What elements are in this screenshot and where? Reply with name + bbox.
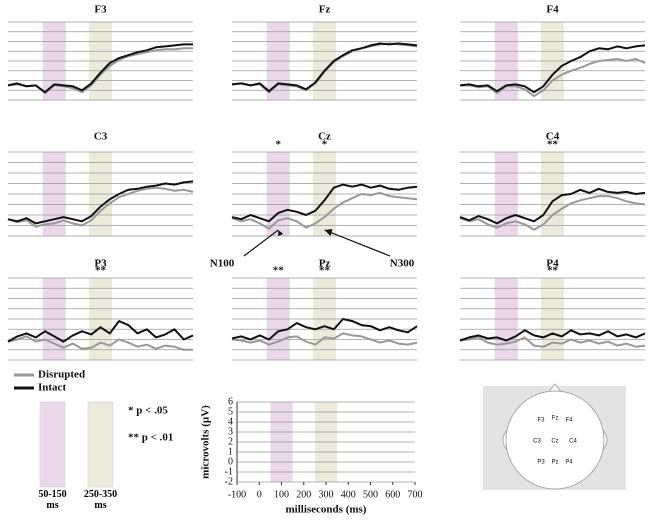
panel-title: P4 — [546, 258, 559, 270]
waveform — [7, 335, 193, 351]
x-tick-label: 0 — [257, 489, 262, 500]
y-tick-label: 0 — [228, 456, 233, 467]
x-tick-label: 300 — [319, 489, 334, 500]
window-legend-label-box: 50-150 ms — [38, 489, 67, 511]
window-legend-swatch — [87, 401, 114, 488]
waveform — [460, 58, 646, 98]
electrode-label: Pz — [551, 460, 558, 466]
legend-label: Intact — [38, 382, 66, 394]
electrode-label: F4 — [565, 418, 573, 424]
annotation-arrow — [243, 229, 279, 257]
waveform — [459, 187, 646, 225]
electrode-label: P3 — [537, 460, 545, 466]
significance-legend: * p < .05 — [128, 405, 168, 417]
x-tick-label: -100 — [228, 489, 246, 500]
waveform — [231, 183, 418, 223]
waveform — [459, 329, 646, 342]
waveform — [7, 320, 194, 343]
x-tick-label: 700 — [408, 489, 423, 500]
significance-marker: * — [322, 139, 328, 151]
window-legend-label-box: 250-350 ms — [83, 489, 118, 511]
y-tick-label: -1 — [225, 466, 233, 477]
panel-title: P3 — [94, 258, 107, 270]
waveform — [459, 195, 646, 231]
y-tick-label: -2 — [225, 476, 233, 487]
significance-marker: * — [276, 139, 282, 151]
electrode-label: C4 — [569, 439, 577, 445]
panel-title: Pz — [319, 258, 331, 270]
x-tick-label: 600 — [385, 489, 400, 500]
annotation: N300 — [390, 258, 415, 270]
significance-marker: ** — [273, 265, 285, 277]
significance-marker: ** — [547, 139, 559, 151]
significance-marker: ** — [319, 265, 331, 277]
waveform — [459, 336, 646, 348]
waveform — [231, 191, 418, 230]
y-tick-label: 2 — [228, 436, 233, 447]
electrode-label: P4 — [565, 460, 573, 466]
ears — [502, 429, 608, 451]
x-tick-label: 200 — [296, 489, 311, 500]
panel-title: Fz — [319, 4, 331, 16]
panel-title: C4 — [546, 131, 560, 143]
y-tick-label: 3 — [228, 426, 233, 437]
y-tick-label: 1 — [228, 446, 233, 457]
annotation-arrow — [324, 229, 391, 257]
panel-title: C3 — [94, 131, 108, 143]
y-tick-label: 5 — [228, 406, 233, 417]
x-tick-label: 500 — [363, 489, 378, 500]
significance-legend: ** p < .01 — [128, 432, 173, 444]
panel-title: Cz — [318, 131, 331, 143]
window-legend-label: 50-150 ms — [38, 489, 67, 511]
x-axis-label: milliseconds (ms) — [286, 504, 367, 516]
arrow-head — [324, 229, 333, 236]
significance-marker: ** — [547, 265, 559, 277]
electrode-label: Fz — [552, 416, 559, 422]
panel-title: F3 — [94, 4, 107, 16]
head-map — [502, 383, 608, 490]
waveform — [7, 180, 194, 225]
waveform — [231, 332, 418, 346]
waveform — [231, 318, 418, 341]
waveform — [459, 44, 646, 94]
waveform — [231, 42, 418, 93]
y-tick-label: 4 — [228, 416, 233, 427]
y-tick-label: 6 — [228, 396, 233, 407]
legend-label: Disrupted — [38, 369, 85, 381]
x-tick-label: 100 — [274, 489, 289, 500]
electrode-label: Cz — [551, 439, 558, 445]
annotation: N100 — [210, 258, 235, 270]
arrow-head — [278, 230, 284, 236]
window-legend-swatch — [39, 401, 66, 488]
significance-marker: ** — [95, 265, 107, 277]
window-legend-label: 250-350 ms — [83, 489, 118, 511]
electrode-label: C3 — [533, 439, 541, 445]
electrode-label: F3 — [537, 418, 545, 424]
y-axis-label: microvolts (µV) — [200, 405, 212, 479]
head — [505, 390, 605, 490]
waveform — [7, 43, 193, 94]
x-tick-label: 400 — [341, 489, 356, 500]
panel-title: F4 — [546, 4, 559, 16]
waveform — [7, 186, 194, 228]
